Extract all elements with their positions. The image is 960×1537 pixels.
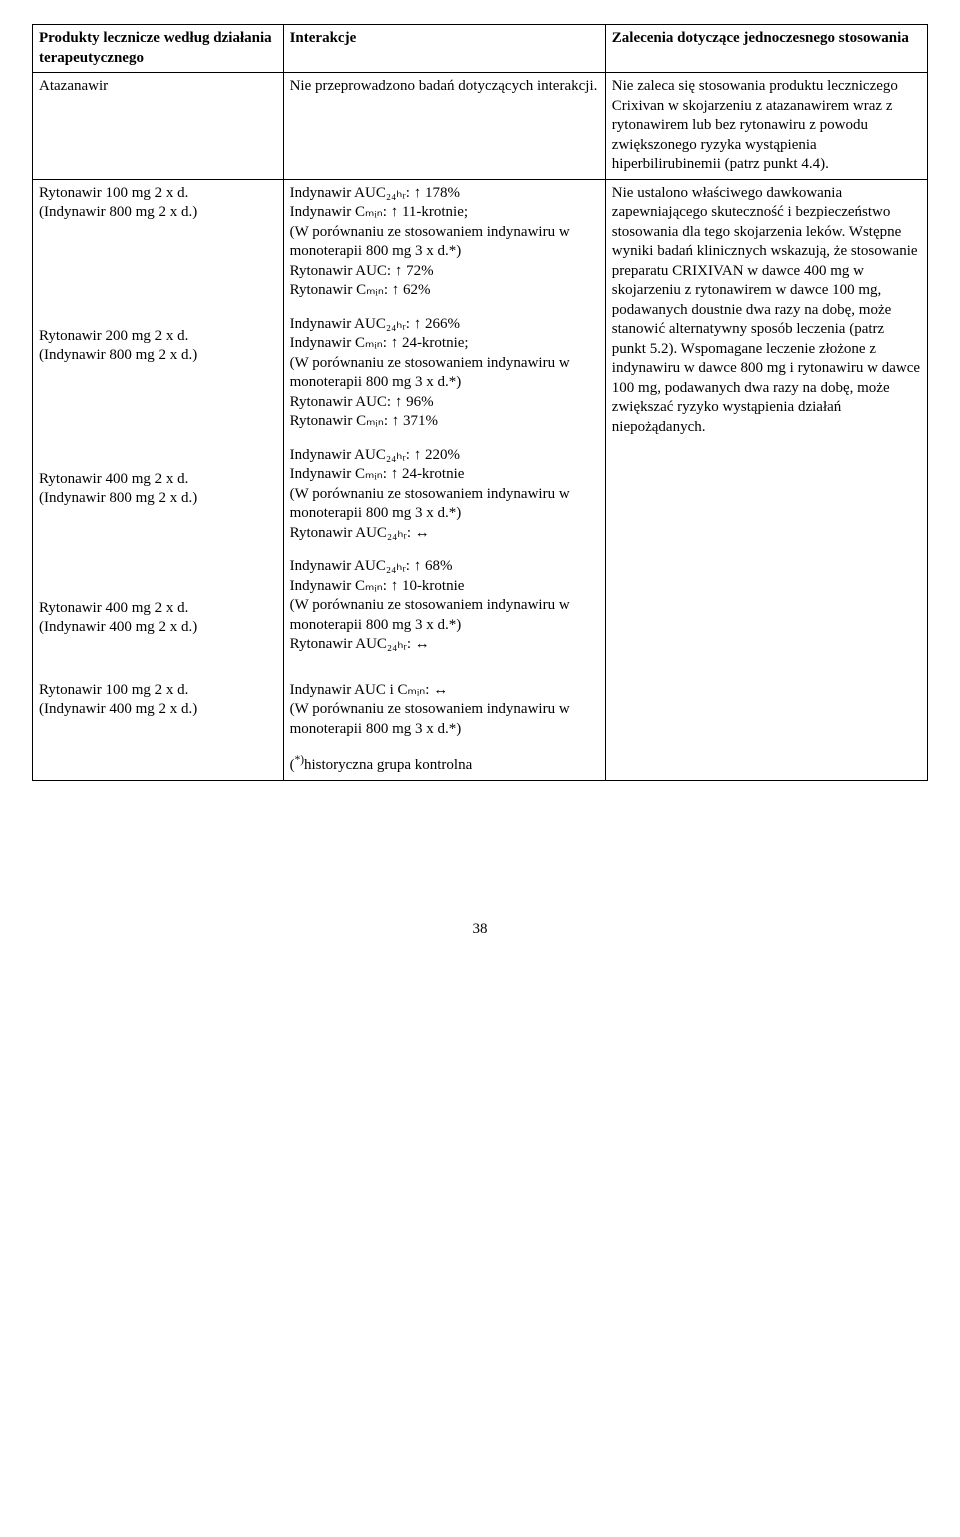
doc-table: Produkty lecznicze według działania tera… (32, 24, 928, 781)
dose-line: Rytonawir 100 mg 2 x d. (39, 185, 188, 201)
footnote-line: (*)historyczna grupa kontrolna (290, 757, 473, 773)
dose-line: (Indynawir 400 mg 2 x d.) (39, 701, 197, 717)
dose-line: (Indynawir 800 mg 2 x d.) (39, 347, 197, 363)
dose-line: (Indynawir 800 mg 2 x d.) (39, 204, 197, 220)
data-line: Rytonawir AUC₂₄ₕᵣ: ↔ (290, 636, 430, 652)
data-line: Indynawir Cₘᵢₙ: ↑ 24-krotnie; (290, 335, 469, 351)
data-line: (W porównaniu ze stosowaniem indynawiru … (290, 486, 570, 522)
cell-product: Rytonawir 100 mg 2 x d. (Indynawir 400 m… (33, 659, 284, 781)
cell-interaction: Nie przeprowadzono badań dotyczących int… (283, 73, 605, 180)
cell-product: Rytonawir 100 mg 2 x d. (Indynawir 800 m… (33, 179, 284, 659)
cell-recommendation: Nie ustalono właściwego dawkowania zapew… (605, 179, 927, 659)
data-line: Indynawir Cₘᵢₙ: ↑ 10-krotnie (290, 578, 465, 594)
dose-line: Rytonawir 400 mg 2 x d. (39, 600, 188, 616)
table-header-row: Produkty lecznicze według działania tera… (33, 25, 928, 73)
header-col2: Interakcje (283, 25, 605, 73)
dose-line: (Indynawir 800 mg 2 x d.) (39, 490, 197, 506)
data-line: Indynawir Cₘᵢₙ: ↑ 24-krotnie (290, 466, 465, 482)
cell-recommendation: Nie zaleca się stosowania produktu leczn… (605, 73, 927, 180)
table-row: Rytonawir 100 mg 2 x d. (Indynawir 400 m… (33, 659, 928, 781)
cell-interaction: Indynawir AUC₂₄ₕᵣ: ↑ 178% Indynawir Cₘᵢₙ… (283, 179, 605, 659)
data-line: Indynawir AUC₂₄ₕᵣ: ↑ 178% (290, 185, 460, 201)
data-line: (W porównaniu ze stosowaniem indynawiru … (290, 701, 570, 737)
data-line: Indynawir AUC₂₄ₕᵣ: ↑ 68% (290, 558, 453, 574)
data-line: Rytonawir AUC: ↑ 72% (290, 263, 434, 279)
cell-recommendation (605, 659, 927, 781)
data-line: Rytonawir AUC₂₄ₕᵣ: ↔ (290, 525, 430, 541)
table-row: Rytonawir 100 mg 2 x d. (Indynawir 800 m… (33, 179, 928, 659)
cell-interaction: Indynawir AUC i Cₘᵢₙ: ↔ (W porównaniu ze… (283, 659, 605, 781)
dose-line: Rytonawir 400 mg 2 x d. (39, 471, 188, 487)
data-line: Indynawir AUC₂₄ₕᵣ: ↑ 220% (290, 447, 460, 463)
data-line: Rytonawir AUC: ↑ 96% (290, 394, 434, 410)
data-line: (W porównaniu ze stosowaniem indynawiru … (290, 597, 570, 633)
data-line: Rytonawir Cₘᵢₙ: ↑ 62% (290, 282, 431, 298)
header-col3: Zalecenia dotyczące jednoczesnego stosow… (605, 25, 927, 73)
page-number: 38 (32, 921, 928, 938)
dose-line: Rytonawir 200 mg 2 x d. (39, 328, 188, 344)
dose-line: Rytonawir 100 mg 2 x d. (39, 682, 188, 698)
data-line: Indynawir AUC i Cₘᵢₙ: ↔ (290, 682, 449, 698)
data-line: (W porównaniu ze stosowaniem indynawiru … (290, 355, 570, 391)
data-line: Rytonawir Cₘᵢₙ: ↑ 371% (290, 413, 438, 429)
data-line: Indynawir AUC₂₄ₕᵣ: ↑ 266% (290, 316, 460, 332)
header-col1: Produkty lecznicze według działania tera… (33, 25, 284, 73)
cell-product: Atazanawir (33, 73, 284, 180)
data-line: Indynawir Cₘᵢₙ: ↑ 11-krotnie; (290, 204, 468, 220)
table-row: Atazanawir Nie przeprowadzono badań doty… (33, 73, 928, 180)
data-line: (W porównaniu ze stosowaniem indynawiru … (290, 224, 570, 260)
dose-line: (Indynawir 400 mg 2 x d.) (39, 619, 197, 635)
